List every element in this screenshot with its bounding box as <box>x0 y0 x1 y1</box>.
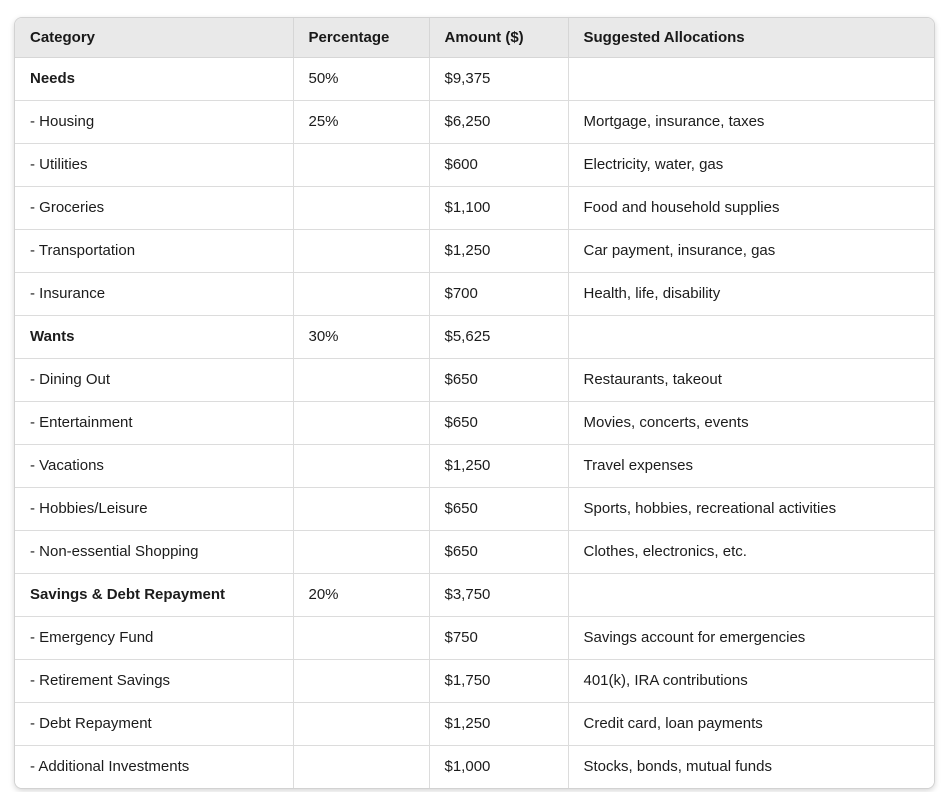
table-row: - Non-essential Shopping $650 Clothes, e… <box>15 530 934 574</box>
percentage-cell <box>292 702 430 746</box>
amount-cell: $1,100 <box>428 186 569 230</box>
amount-cell: $700 <box>428 272 569 316</box>
amount-cell: $1,250 <box>428 229 569 273</box>
amount-cell: $6,250 <box>428 100 569 144</box>
table-body: Needs 50% $9,375 - Housing 25% $6,250 Mo… <box>15 57 934 788</box>
category-cell: - Additional Investments <box>15 745 294 788</box>
category-cell: - Utilities <box>15 143 294 187</box>
allocations-cell: Credit card, loan payments <box>567 702 934 746</box>
category-cell: - Groceries <box>15 186 294 230</box>
column-header-percentage: Percentage <box>292 18 430 58</box>
table-row: - Debt Repayment $1,250 Credit card, loa… <box>15 702 934 746</box>
percentage-cell <box>292 272 430 316</box>
amount-cell: $650 <box>428 358 569 402</box>
category-cell: - Dining Out <box>15 358 294 402</box>
allocations-cell <box>567 57 934 101</box>
category-cell: - Debt Repayment <box>15 702 294 746</box>
percentage-cell <box>292 229 430 273</box>
allocations-cell: Electricity, water, gas <box>567 143 934 187</box>
amount-cell: $5,625 <box>428 315 569 359</box>
percentage-cell <box>292 444 430 488</box>
table-row: - Insurance $700 Health, life, disabilit… <box>15 272 934 316</box>
category-cell: - Vacations <box>15 444 294 488</box>
amount-cell: $650 <box>428 530 569 574</box>
column-header-allocations: Suggested Allocations <box>567 18 934 58</box>
allocations-cell: Savings account for emergencies <box>567 616 934 660</box>
table-row: - Transportation $1,250 Car payment, ins… <box>15 229 934 273</box>
table-row: Wants 30% $5,625 <box>15 315 934 359</box>
table-row: Savings & Debt Repayment 20% $3,750 <box>15 573 934 617</box>
table-row: - Vacations $1,250 Travel expenses <box>15 444 934 488</box>
category-cell: - Housing <box>15 100 294 144</box>
category-cell: Savings & Debt Repayment <box>15 573 294 617</box>
percentage-cell: 50% <box>292 57 430 101</box>
category-cell: - Entertainment <box>15 401 294 445</box>
category-cell: - Non-essential Shopping <box>15 530 294 574</box>
table-header: Category Percentage Amount ($) Suggested… <box>15 18 934 58</box>
percentage-cell: 25% <box>292 100 430 144</box>
allocations-cell: Travel expenses <box>567 444 934 488</box>
amount-cell: $650 <box>428 401 569 445</box>
category-cell: Wants <box>15 315 294 359</box>
allocations-cell: Mortgage, insurance, taxes <box>567 100 934 144</box>
percentage-cell <box>292 358 430 402</box>
percentage-cell: 20% <box>292 573 430 617</box>
column-header-category: Category <box>15 18 294 58</box>
allocations-cell: Sports, hobbies, recreational activities <box>567 487 934 531</box>
category-cell: Needs <box>15 57 294 101</box>
table-row: - Entertainment $650 Movies, concerts, e… <box>15 401 934 445</box>
table-row: - Groceries $1,100 Food and household su… <box>15 186 934 230</box>
percentage-cell <box>292 143 430 187</box>
category-cell: - Retirement Savings <box>15 659 294 703</box>
header-row: Category Percentage Amount ($) Suggested… <box>15 18 934 58</box>
column-header-amount: Amount ($) <box>428 18 569 58</box>
table-row: - Emergency Fund $750 Savings account fo… <box>15 616 934 660</box>
allocations-cell: Health, life, disability <box>567 272 934 316</box>
allocations-cell <box>567 315 934 359</box>
amount-cell: $650 <box>428 487 569 531</box>
allocations-cell <box>567 573 934 617</box>
allocations-cell: 401(k), IRA contributions <box>567 659 934 703</box>
percentage-cell <box>292 530 430 574</box>
table-row: - Utilities $600 Electricity, water, gas <box>15 143 934 187</box>
budget-table: Category Percentage Amount ($) Suggested… <box>15 18 934 788</box>
allocations-cell: Car payment, insurance, gas <box>567 229 934 273</box>
table-row: Needs 50% $9,375 <box>15 57 934 101</box>
category-cell: - Transportation <box>15 229 294 273</box>
amount-cell: $1,250 <box>428 702 569 746</box>
allocations-cell: Stocks, bonds, mutual funds <box>567 745 934 788</box>
table-row: - Housing 25% $6,250 Mortgage, insurance… <box>15 100 934 144</box>
category-cell: - Hobbies/Leisure <box>15 487 294 531</box>
category-cell: - Insurance <box>15 272 294 316</box>
percentage-cell <box>292 487 430 531</box>
percentage-cell <box>292 401 430 445</box>
percentage-cell <box>292 616 430 660</box>
amount-cell: $9,375 <box>428 57 569 101</box>
percentage-cell <box>292 659 430 703</box>
amount-cell: $750 <box>428 616 569 660</box>
allocations-cell: Food and household supplies <box>567 186 934 230</box>
allocations-cell: Clothes, electronics, etc. <box>567 530 934 574</box>
allocations-cell: Restaurants, takeout <box>567 358 934 402</box>
table-row: - Retirement Savings $1,750 401(k), IRA … <box>15 659 934 703</box>
percentage-cell: 30% <box>292 315 430 359</box>
table-row: - Dining Out $650 Restaurants, takeout <box>15 358 934 402</box>
allocations-cell: Movies, concerts, events <box>567 401 934 445</box>
amount-cell: $3,750 <box>428 573 569 617</box>
percentage-cell <box>292 186 430 230</box>
table-row: - Hobbies/Leisure $650 Sports, hobbies, … <box>15 487 934 531</box>
category-cell: - Emergency Fund <box>15 616 294 660</box>
percentage-cell <box>292 745 430 788</box>
table-row: - Additional Investments $1,000 Stocks, … <box>15 745 934 788</box>
amount-cell: $1,250 <box>428 444 569 488</box>
amount-cell: $600 <box>428 143 569 187</box>
amount-cell: $1,750 <box>428 659 569 703</box>
amount-cell: $1,000 <box>428 745 569 788</box>
budget-table-card: Category Percentage Amount ($) Suggested… <box>14 17 935 789</box>
